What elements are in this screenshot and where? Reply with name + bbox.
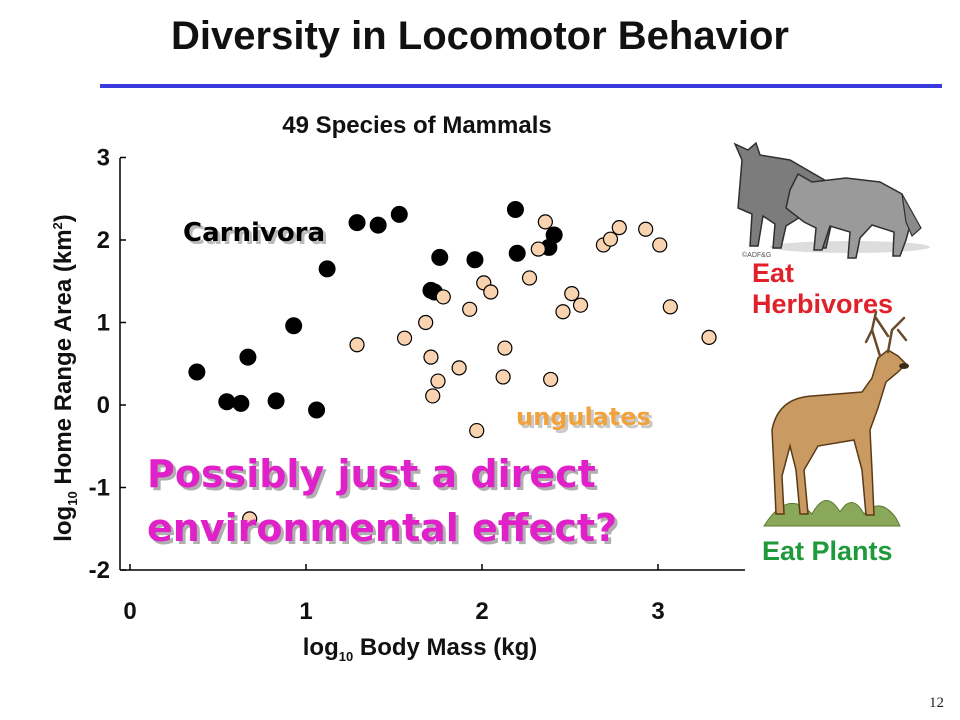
- wolves-illustration: ©ADF&G: [733, 141, 930, 259]
- x-tick-label: 2: [475, 598, 488, 625]
- carnivora-point: [308, 401, 326, 419]
- x-tick-label: 0: [123, 598, 136, 625]
- ungulate-point: [638, 221, 654, 237]
- carnivora-point: [431, 248, 449, 266]
- ungulate-point: [497, 340, 513, 356]
- carnivora-label-shadow: Carnivora: [186, 221, 328, 251]
- carnivora-point: [239, 348, 257, 366]
- carnivora-point: [188, 363, 206, 381]
- carnivora-point: [218, 393, 236, 411]
- ungulate-point: [469, 422, 485, 439]
- wolf-caption: Eat Herbivores: [752, 258, 893, 320]
- carnivora-point: [318, 260, 336, 278]
- svg-text:log10 Body Mass (kg): log10 Body Mass (kg): [303, 634, 538, 664]
- chart-title: 49 Species of Mammals: [282, 112, 551, 139]
- question-line1: Possibly just a direct: [147, 452, 596, 496]
- ungulate-point: [662, 299, 678, 315]
- ungulate-point: [564, 286, 580, 302]
- wolf-image-credit: ©ADF&G: [742, 251, 771, 259]
- x-axis-label: log10 Body Mass (kg): [303, 634, 538, 664]
- ungulate-point: [430, 373, 446, 389]
- ungulate-point: [530, 241, 546, 257]
- x-tick-label: 3: [651, 598, 664, 625]
- question-line2-shadow: environmental effect?: [150, 509, 620, 553]
- carnivora-label: Carnivora: [183, 218, 325, 248]
- ungulates-label: ungulates: [516, 403, 651, 431]
- wolf-caption-line1: Eat: [752, 258, 795, 288]
- y-tick-label: 0: [97, 392, 110, 419]
- y-tick-label: -1: [89, 475, 110, 502]
- x-tick-label: 1: [299, 598, 312, 625]
- ungulate-point: [242, 511, 258, 527]
- y-tick-label: 1: [97, 310, 110, 337]
- ungulate-point: [543, 371, 559, 388]
- question-line2: environmental effect?: [147, 506, 617, 550]
- y-tick-label: 2: [97, 227, 110, 254]
- ungulate-point: [611, 220, 627, 236]
- question-line1-shadow: Possibly just a direct: [150, 455, 599, 499]
- page-number: 12: [929, 695, 944, 711]
- ungulate-point: [652, 237, 668, 253]
- ungulate-point: [451, 360, 467, 376]
- y-tick-label: 3: [97, 145, 110, 172]
- ungulate-point: [537, 214, 553, 230]
- carnivora-point: [369, 216, 387, 234]
- ungulate-point: [602, 231, 619, 247]
- ungulate-point: [425, 388, 441, 404]
- ungulate-point: [555, 304, 571, 320]
- y-tick-label: -2: [89, 557, 110, 584]
- carnivora-point: [267, 392, 285, 410]
- slide-title: Diversity in Locomotor Behavior: [171, 14, 789, 58]
- carnivora-point: [466, 251, 484, 269]
- ungulate-point: [572, 297, 589, 313]
- carnivora-point: [285, 317, 303, 335]
- carnivora-point: [506, 200, 524, 218]
- carnivora-point: [545, 226, 563, 244]
- wolf-caption-line2: Herbivores: [752, 289, 894, 319]
- ungulate-point: [483, 284, 499, 300]
- carnivora-point: [390, 205, 408, 223]
- ungulate-point: [396, 330, 413, 346]
- svg-text:log10 Home Range Area (km2): log10 Home Range Area (km2): [50, 214, 80, 542]
- title-rule: [100, 84, 942, 88]
- ungulate-point: [418, 314, 434, 331]
- ungulate-point: [349, 337, 365, 353]
- ungulate-point: [521, 270, 538, 286]
- ungulate-point: [701, 329, 717, 345]
- ungulates-label-shadow: ungulates: [519, 406, 654, 434]
- ungulate-point: [423, 349, 439, 365]
- ungulate-point: [495, 369, 511, 385]
- carnivora-point: [232, 394, 250, 412]
- deer-caption: Eat Plants: [762, 536, 893, 566]
- ungulate-point: [435, 289, 451, 305]
- y-axis-label: log10 Home Range Area (km2): [50, 214, 80, 542]
- carnivora-point: [348, 214, 366, 232]
- ungulate-point: [462, 301, 478, 317]
- deer-illustration: [763, 310, 909, 527]
- carnivora-point: [508, 244, 526, 262]
